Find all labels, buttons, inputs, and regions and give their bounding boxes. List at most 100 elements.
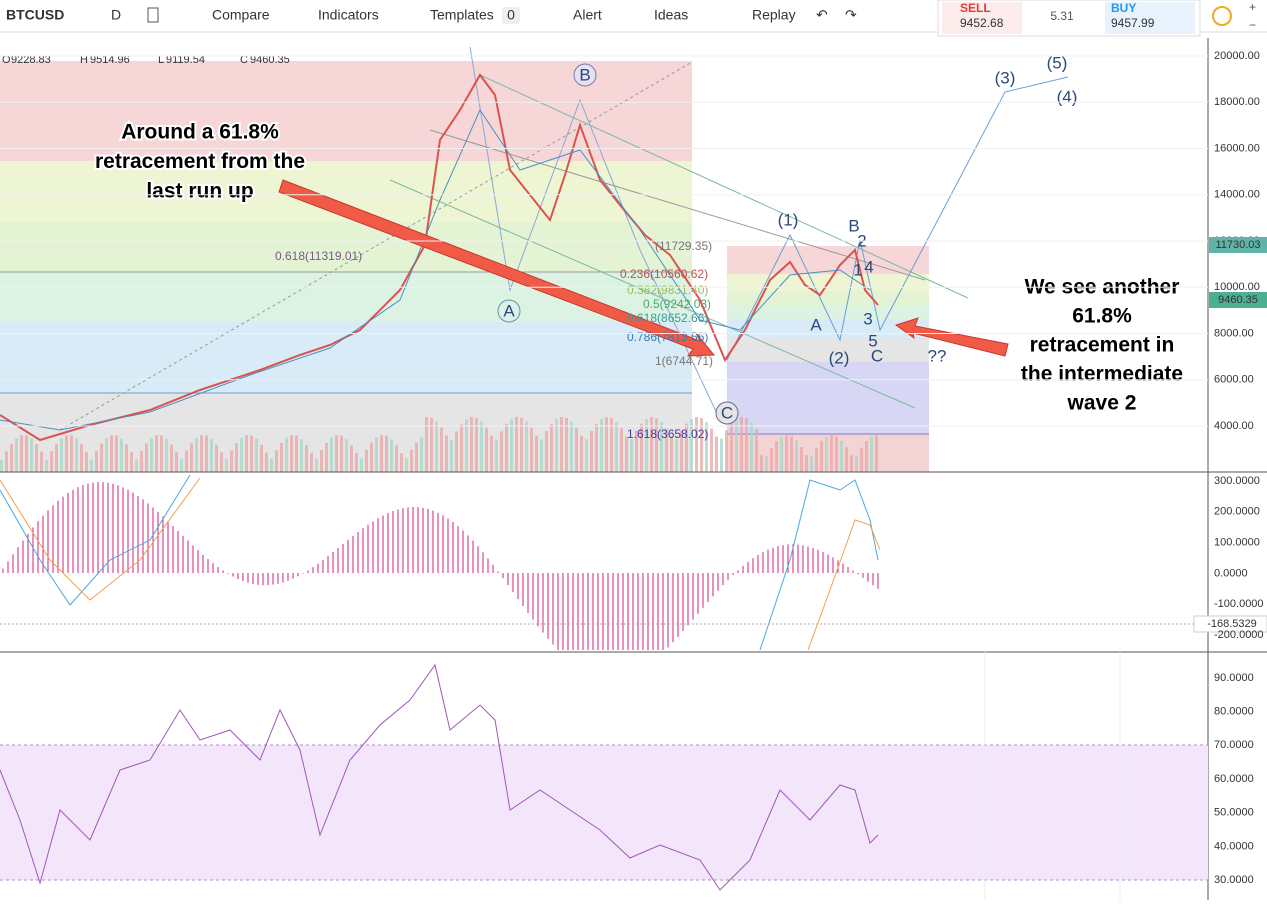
volume-bar xyxy=(875,435,878,472)
fib-label: 0.236(10560.62) xyxy=(620,267,708,281)
ohlc-o: 9228.83 xyxy=(11,54,51,66)
ohlc-h: 9514.96 xyxy=(90,54,130,66)
volume-bar xyxy=(665,428,668,472)
volume-bar xyxy=(405,458,408,472)
volume-bar xyxy=(715,436,718,472)
volume-bar xyxy=(590,430,593,472)
fib-label: 0.618(8652.66) xyxy=(627,311,708,325)
volume-bar xyxy=(510,419,513,472)
volume-bar xyxy=(560,417,563,472)
rsi-tick-label: 70.0000 xyxy=(1214,739,1254,751)
compare[interactable]: Compare xyxy=(212,7,270,23)
volume-bar xyxy=(545,431,548,472)
volume-bar xyxy=(660,422,663,472)
volume-bar xyxy=(285,437,288,472)
volume-bar xyxy=(330,437,333,472)
symbol[interactable]: BTCUSD xyxy=(6,7,64,23)
replay[interactable]: Replay xyxy=(752,7,796,23)
wave-label: C xyxy=(721,403,733,422)
wave-label: (5) xyxy=(1047,53,1068,72)
volume-bar xyxy=(380,435,383,472)
volume-bar xyxy=(130,452,133,472)
templates[interactable]: Templates xyxy=(430,7,494,23)
sell-label[interactable]: SELL xyxy=(960,1,991,15)
volume-bar xyxy=(640,423,643,472)
undo[interactable]: ↶ xyxy=(816,7,828,23)
buy-button[interactable] xyxy=(1105,2,1195,34)
volume-bar xyxy=(250,435,253,472)
price-tick-label: 18000.00 xyxy=(1214,96,1260,108)
volume-bar xyxy=(710,428,713,472)
volume-bar xyxy=(120,438,123,472)
volume-bar xyxy=(470,417,473,472)
volume-bar xyxy=(225,458,228,472)
volume-bar xyxy=(80,444,83,472)
volume-bar xyxy=(480,421,483,472)
volume-bar xyxy=(85,451,88,472)
volume-bar xyxy=(240,437,243,472)
volume-bar xyxy=(295,435,298,472)
volume-bar xyxy=(390,439,393,472)
volume-bar xyxy=(110,435,113,472)
ideas[interactable]: Ideas xyxy=(654,7,688,23)
volume-bar xyxy=(670,436,673,472)
macd-tick-label: 100.0000 xyxy=(1214,537,1260,549)
volume-bar xyxy=(365,449,368,472)
buy-label[interactable]: BUY xyxy=(1111,1,1136,15)
zoom-in[interactable]: + xyxy=(1249,0,1256,14)
volume-bar xyxy=(770,448,773,472)
volume-bar xyxy=(815,447,818,472)
volume-bar xyxy=(700,418,703,472)
volume-bar xyxy=(795,440,798,472)
annotation: last run up xyxy=(146,180,253,203)
wave-label: 4 xyxy=(864,257,873,276)
volume-bar xyxy=(645,419,648,472)
volume-bar xyxy=(830,435,833,472)
rsi-line xyxy=(0,663,879,891)
volume-bar xyxy=(190,443,193,472)
last-price-badge xyxy=(1209,292,1267,308)
volume-bar xyxy=(210,438,213,472)
chart-type-icon[interactable] xyxy=(147,7,159,23)
volume-bar xyxy=(195,437,198,472)
wave-label: (1) xyxy=(778,210,799,229)
volume-bar xyxy=(450,439,453,472)
rsi-tick-label: 80.0000 xyxy=(1214,706,1254,718)
alert[interactable]: Alert xyxy=(573,7,602,23)
rsi-band xyxy=(0,745,1208,880)
volume-bar xyxy=(245,435,248,472)
volume-bar xyxy=(275,450,278,472)
volume-bar xyxy=(735,418,738,472)
redo[interactable]: ↷ xyxy=(845,7,857,23)
buy-price[interactable]: 9457.99 xyxy=(1111,16,1155,30)
volume-bar xyxy=(270,458,273,472)
sell-button[interactable] xyxy=(942,2,1022,34)
volume-bar xyxy=(50,451,53,472)
info-icon[interactable] xyxy=(1212,6,1232,26)
zoom-out[interactable]: − xyxy=(1249,18,1256,32)
volume-bar xyxy=(490,435,493,472)
volume-bar xyxy=(625,436,628,472)
volume-bar xyxy=(205,435,208,472)
interval[interactable]: D xyxy=(111,7,121,23)
fib-label: 0.5(9242.03) xyxy=(643,297,711,311)
macd-badge xyxy=(1193,615,1267,633)
indicators[interactable]: Indicators xyxy=(318,7,379,23)
volume-bar xyxy=(500,431,503,472)
sell-price[interactable]: 9452.68 xyxy=(960,16,1004,30)
wave-label: 5 xyxy=(868,331,877,350)
volume-bar xyxy=(30,438,33,472)
wave-label: (3) xyxy=(995,68,1016,87)
volume-bar xyxy=(475,417,478,472)
volume-bar xyxy=(750,422,753,472)
volume-bar xyxy=(800,446,803,472)
volume-bar xyxy=(865,441,868,472)
volume-bar xyxy=(400,453,403,472)
volume-bar xyxy=(515,417,518,472)
volume-bar xyxy=(35,444,38,472)
volume-bar xyxy=(220,452,223,472)
volume-bar xyxy=(175,452,178,472)
annotation: the intermediate xyxy=(1021,363,1183,386)
volume-bar xyxy=(765,456,768,472)
fib-label: 0.786(7813.56) xyxy=(627,330,708,344)
